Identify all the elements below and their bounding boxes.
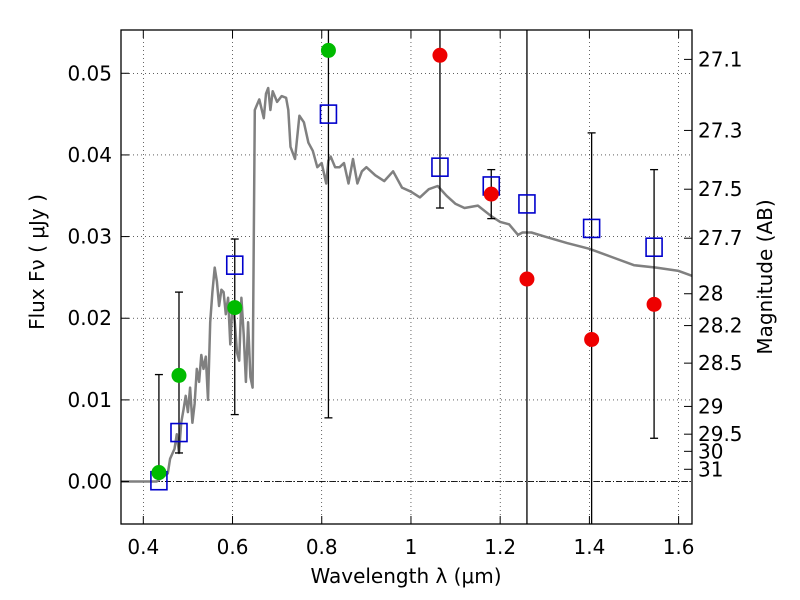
optical-flux-point [151,465,167,481]
magnitude-tick-label: 27.7 [698,226,743,250]
model-band-square [225,255,244,275]
magnitude-tick-label: 29 [698,394,723,418]
magnitude-tick-label: 28 [698,282,723,306]
model-band-square [170,422,188,443]
error-bars [154,30,659,524]
observed-flux-points [151,42,662,481]
nir-flux-point [432,47,448,63]
optical-flux-point [171,367,187,383]
x-tick-labels: 0.4 0.6 0.8 1 1.2 1.4 1.6 [127,535,694,559]
right-axis-title: Magnitude (AB) [753,199,777,354]
x-tick-label: 1.4 [573,535,605,559]
optical-flux-point [320,42,336,58]
model-band-square [582,218,601,239]
y-tick-label: 0.01 [67,388,112,412]
nir-flux-point [584,331,600,347]
x-tick-label: 0.6 [217,535,249,559]
model-band-square [319,104,338,124]
magnitude-tick-label: 28.2 [698,314,743,338]
axis-ticks [121,30,692,524]
x-axis-title: Wavelength λ (μm) [310,564,501,588]
model-band-square [431,157,449,177]
x-tick-label: 1.2 [484,535,516,559]
model-band-square [518,194,536,214]
model-band-squares [150,104,663,491]
optical-flux-point [227,300,243,316]
magnitude-tick-label: 29.5 [698,422,743,446]
x-tick-label: 1.6 [663,535,695,559]
nir-flux-point [483,186,499,202]
magnitude-tick-label: 27.1 [698,47,743,71]
x-tick-label: 0.4 [127,535,159,559]
y-axis-title: Flux Fν ( μJy ) [25,194,49,330]
x-tick-label: 0.8 [306,535,338,559]
model-spectrum-line [121,86,693,483]
nir-flux-point [646,296,662,312]
x-tick-label: 1 [405,535,418,559]
magnitude-tick-label: 30 [698,439,723,463]
y-tick-label: 0.05 [67,61,112,85]
y-tick-label: 0.04 [67,143,112,167]
y-tick-label: 0.02 [67,306,112,330]
magnitude-tick-label: 27.5 [698,177,743,201]
y-tick-labels: 0.00 0.01 0.02 0.03 0.04 0.05 [67,61,112,493]
nir-flux-point [519,271,535,287]
magnitude-tick-label: 27.3 [698,118,743,142]
y-tick-label: 0.00 [67,470,112,494]
plot-frame [120,29,693,525]
model-band-square [645,237,663,257]
magnitude-tick-label: 28.5 [698,351,743,375]
magnitude-tick-label: 31 [698,457,723,481]
y-tick-label: 0.03 [67,225,112,249]
